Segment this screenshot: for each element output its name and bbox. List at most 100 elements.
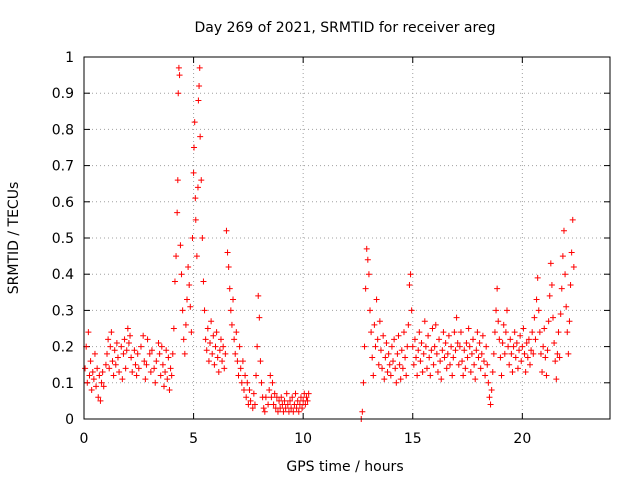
data-point <box>374 336 381 343</box>
data-point <box>372 343 379 350</box>
data-point <box>209 350 216 357</box>
data-point <box>569 216 576 223</box>
data-point <box>196 64 203 71</box>
data-point <box>297 394 304 401</box>
data-point <box>207 339 214 346</box>
data-point <box>437 358 444 365</box>
data-point <box>110 372 117 379</box>
y-tick-label: 0.3 <box>52 303 74 319</box>
data-point <box>202 336 209 343</box>
data-point <box>415 347 422 354</box>
data-point <box>231 336 238 343</box>
data-point <box>191 144 198 151</box>
data-point <box>430 361 437 368</box>
data-point <box>97 397 104 404</box>
data-point <box>379 365 386 372</box>
data-point <box>174 177 181 184</box>
data-point <box>553 376 560 383</box>
data-point <box>246 387 253 394</box>
data-point <box>422 343 429 350</box>
data-point <box>217 336 224 343</box>
data-point <box>473 347 480 354</box>
data-point <box>423 365 430 372</box>
data-point <box>159 361 166 368</box>
data-point <box>208 318 215 325</box>
data-points <box>82 64 577 422</box>
data-point <box>292 390 299 397</box>
data-point <box>302 401 309 408</box>
data-point <box>454 339 461 346</box>
data-point <box>519 343 526 350</box>
data-point <box>105 336 112 343</box>
data-point <box>408 307 415 314</box>
data-point <box>487 401 494 408</box>
plot-frame <box>83 56 611 420</box>
data-point <box>567 282 574 289</box>
data-point <box>192 195 199 202</box>
data-point <box>485 379 492 386</box>
data-point <box>501 350 508 357</box>
data-point <box>427 372 434 379</box>
y-axis-label: SRMTID / TECUs <box>6 182 22 295</box>
data-point <box>393 379 400 386</box>
data-point <box>267 372 274 379</box>
data-point <box>255 292 262 299</box>
data-point <box>236 343 243 350</box>
data-point <box>488 387 495 394</box>
data-point <box>364 256 371 263</box>
data-point <box>197 133 204 140</box>
data-point <box>524 354 531 361</box>
data-point <box>219 358 226 365</box>
data-point <box>100 383 107 390</box>
data-point <box>151 365 158 372</box>
data-point <box>367 307 374 314</box>
data-point <box>158 343 165 350</box>
data-point <box>548 282 555 289</box>
data-point <box>287 397 294 404</box>
data-point <box>94 365 101 372</box>
data-point <box>555 329 562 336</box>
data-point <box>203 347 210 354</box>
data-point <box>249 405 256 412</box>
data-point <box>514 365 521 372</box>
data-point <box>512 354 519 361</box>
data-point <box>268 394 275 401</box>
data-point <box>276 397 283 404</box>
data-point <box>493 307 500 314</box>
data-point <box>174 209 181 216</box>
data-point <box>421 318 428 325</box>
data-point <box>506 361 513 368</box>
data-point <box>176 72 183 79</box>
data-point <box>269 379 276 386</box>
data-point <box>365 271 372 278</box>
data-point <box>482 372 489 379</box>
data-point <box>373 296 380 303</box>
data-point <box>89 368 96 375</box>
data-point <box>531 314 538 321</box>
data-point <box>289 394 296 401</box>
data-point <box>491 329 498 336</box>
data-point <box>195 97 202 104</box>
data-point <box>212 343 219 350</box>
data-point <box>429 325 436 332</box>
data-point <box>503 307 510 314</box>
data-point <box>536 329 543 336</box>
data-point <box>225 263 232 270</box>
data-point <box>394 350 401 357</box>
y-tick-label: 0.4 <box>52 267 74 283</box>
data-point <box>251 401 258 408</box>
data-point <box>87 358 94 365</box>
data-point <box>547 260 554 267</box>
data-point <box>368 329 375 336</box>
y-tick-label: 0.8 <box>52 122 74 138</box>
data-point <box>291 401 298 408</box>
data-point <box>256 314 263 321</box>
data-point <box>471 361 478 368</box>
data-point <box>440 329 447 336</box>
data-point <box>381 376 388 383</box>
data-point <box>182 321 189 328</box>
data-point <box>554 350 561 357</box>
data-point <box>472 376 479 383</box>
data-point <box>425 332 432 339</box>
